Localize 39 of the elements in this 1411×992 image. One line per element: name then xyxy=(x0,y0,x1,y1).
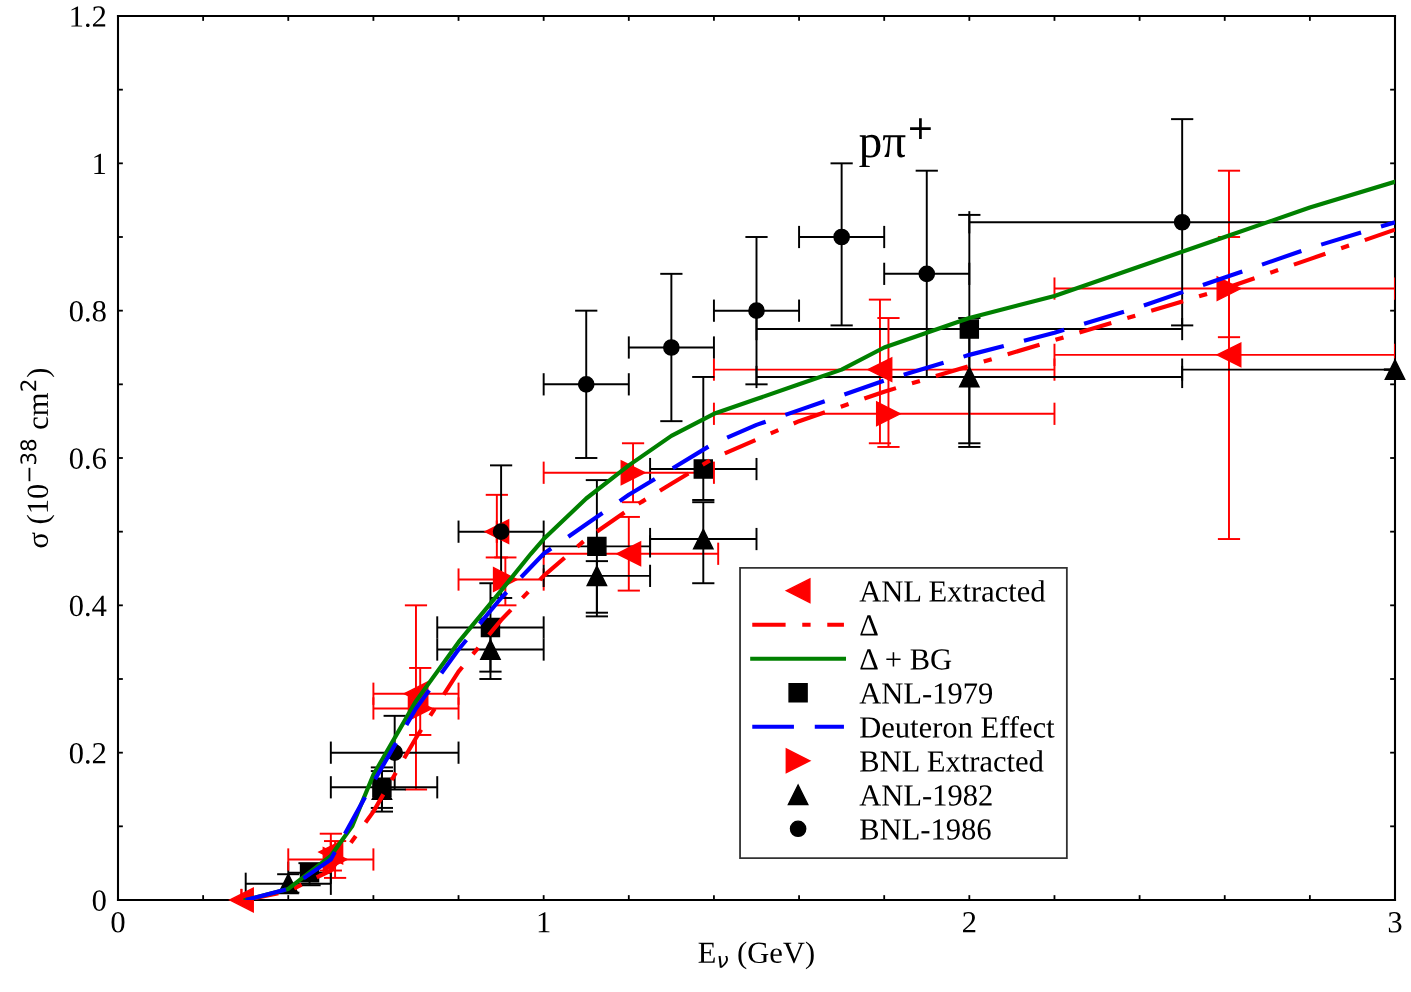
y-tick-label: 1.2 xyxy=(71,6,106,28)
point xyxy=(875,401,901,427)
y-tick-label: 1 xyxy=(94,153,106,174)
legend-label: Δ xyxy=(860,615,878,636)
legend-label: ANL-1982 xyxy=(859,785,992,806)
y-tick-label: 0 xyxy=(92,890,106,911)
annotation: pπ$^{+}$ xyxy=(859,118,931,168)
point xyxy=(748,302,765,320)
point xyxy=(577,375,595,393)
point xyxy=(1173,213,1191,231)
point xyxy=(480,639,501,660)
legend-label: Deuteron Effect xyxy=(860,715,1055,738)
x-tick-label: 3 xyxy=(1388,912,1402,933)
point xyxy=(833,228,850,246)
y-tick-label: 0.2 xyxy=(69,742,106,764)
y-tick-label: 0.4 xyxy=(69,595,107,617)
legend-label: BNL-1986 xyxy=(860,819,991,840)
point xyxy=(587,536,607,557)
point xyxy=(918,265,936,283)
y-axis-title: σ (10$^{−38}$ cm$^{2}$) xyxy=(20,368,55,548)
point xyxy=(958,366,980,388)
point xyxy=(692,528,714,550)
legend-label: ANL-1979 xyxy=(859,683,993,704)
x-tick-label: 0 xyxy=(111,911,125,933)
y-tick-label: 0.8 xyxy=(69,300,106,322)
legend-label: BNL Extracted xyxy=(860,750,1044,772)
y-tick-label: 0.6 xyxy=(69,448,106,470)
point xyxy=(228,887,254,913)
point xyxy=(1216,342,1242,368)
point xyxy=(616,541,642,567)
legend-label: Δ + BG xyxy=(860,649,952,670)
legend-label: ANL Extracted xyxy=(859,580,1046,602)
point xyxy=(663,339,680,356)
point xyxy=(959,319,980,339)
x-tick-label: 1 xyxy=(538,912,550,933)
point xyxy=(586,565,608,587)
x-axis-title: E$_{ν}$ (GeV) xyxy=(698,941,814,970)
point xyxy=(867,357,893,383)
x-tick-label: 2 xyxy=(963,912,976,933)
